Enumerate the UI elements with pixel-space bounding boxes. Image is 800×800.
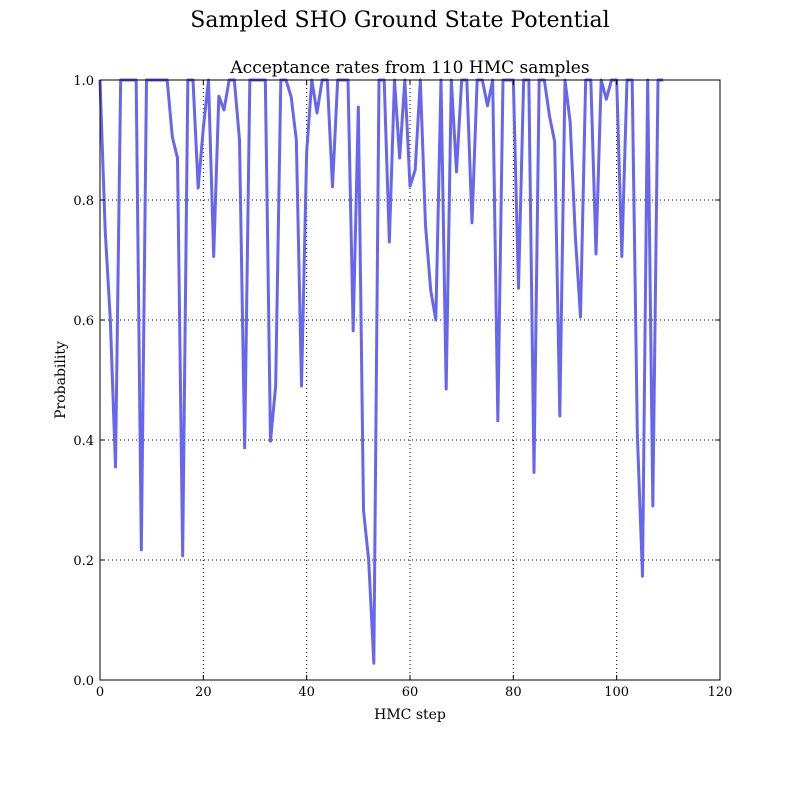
y-tick-label: 0.0	[73, 674, 94, 689]
acceptance-rate-line	[98, 78, 664, 665]
y-tick-label: 0.6	[73, 314, 94, 329]
y-tick-label: 0.2	[73, 554, 94, 569]
x-tick-label: 80	[505, 685, 522, 700]
y-tick-label: 0.8	[73, 194, 94, 209]
x-tick-label: 100	[604, 685, 629, 700]
y-axis-label: Probability	[53, 341, 69, 419]
x-tick-label: 40	[298, 685, 315, 700]
line-layer	[98, 78, 664, 665]
chart-title: Acceptance rates from 110 HMC samples	[229, 58, 589, 78]
figure-suptitle: Sampled SHO Ground State Potential	[190, 8, 610, 33]
x-axis-label: HMC step	[374, 707, 446, 723]
x-tick-label: 120	[708, 685, 733, 700]
y-tick-label: 0.4	[73, 434, 94, 449]
y-tick-label: 1.0	[73, 74, 94, 89]
x-tick-label: 20	[195, 685, 212, 700]
x-tick-label: 60	[402, 685, 419, 700]
tick-layer: 0 20 40 60 80 100 120 0.0 0.2 0.4 0.6 0.8 1.0	[73, 74, 732, 700]
x-tick-label: 0	[96, 685, 104, 700]
